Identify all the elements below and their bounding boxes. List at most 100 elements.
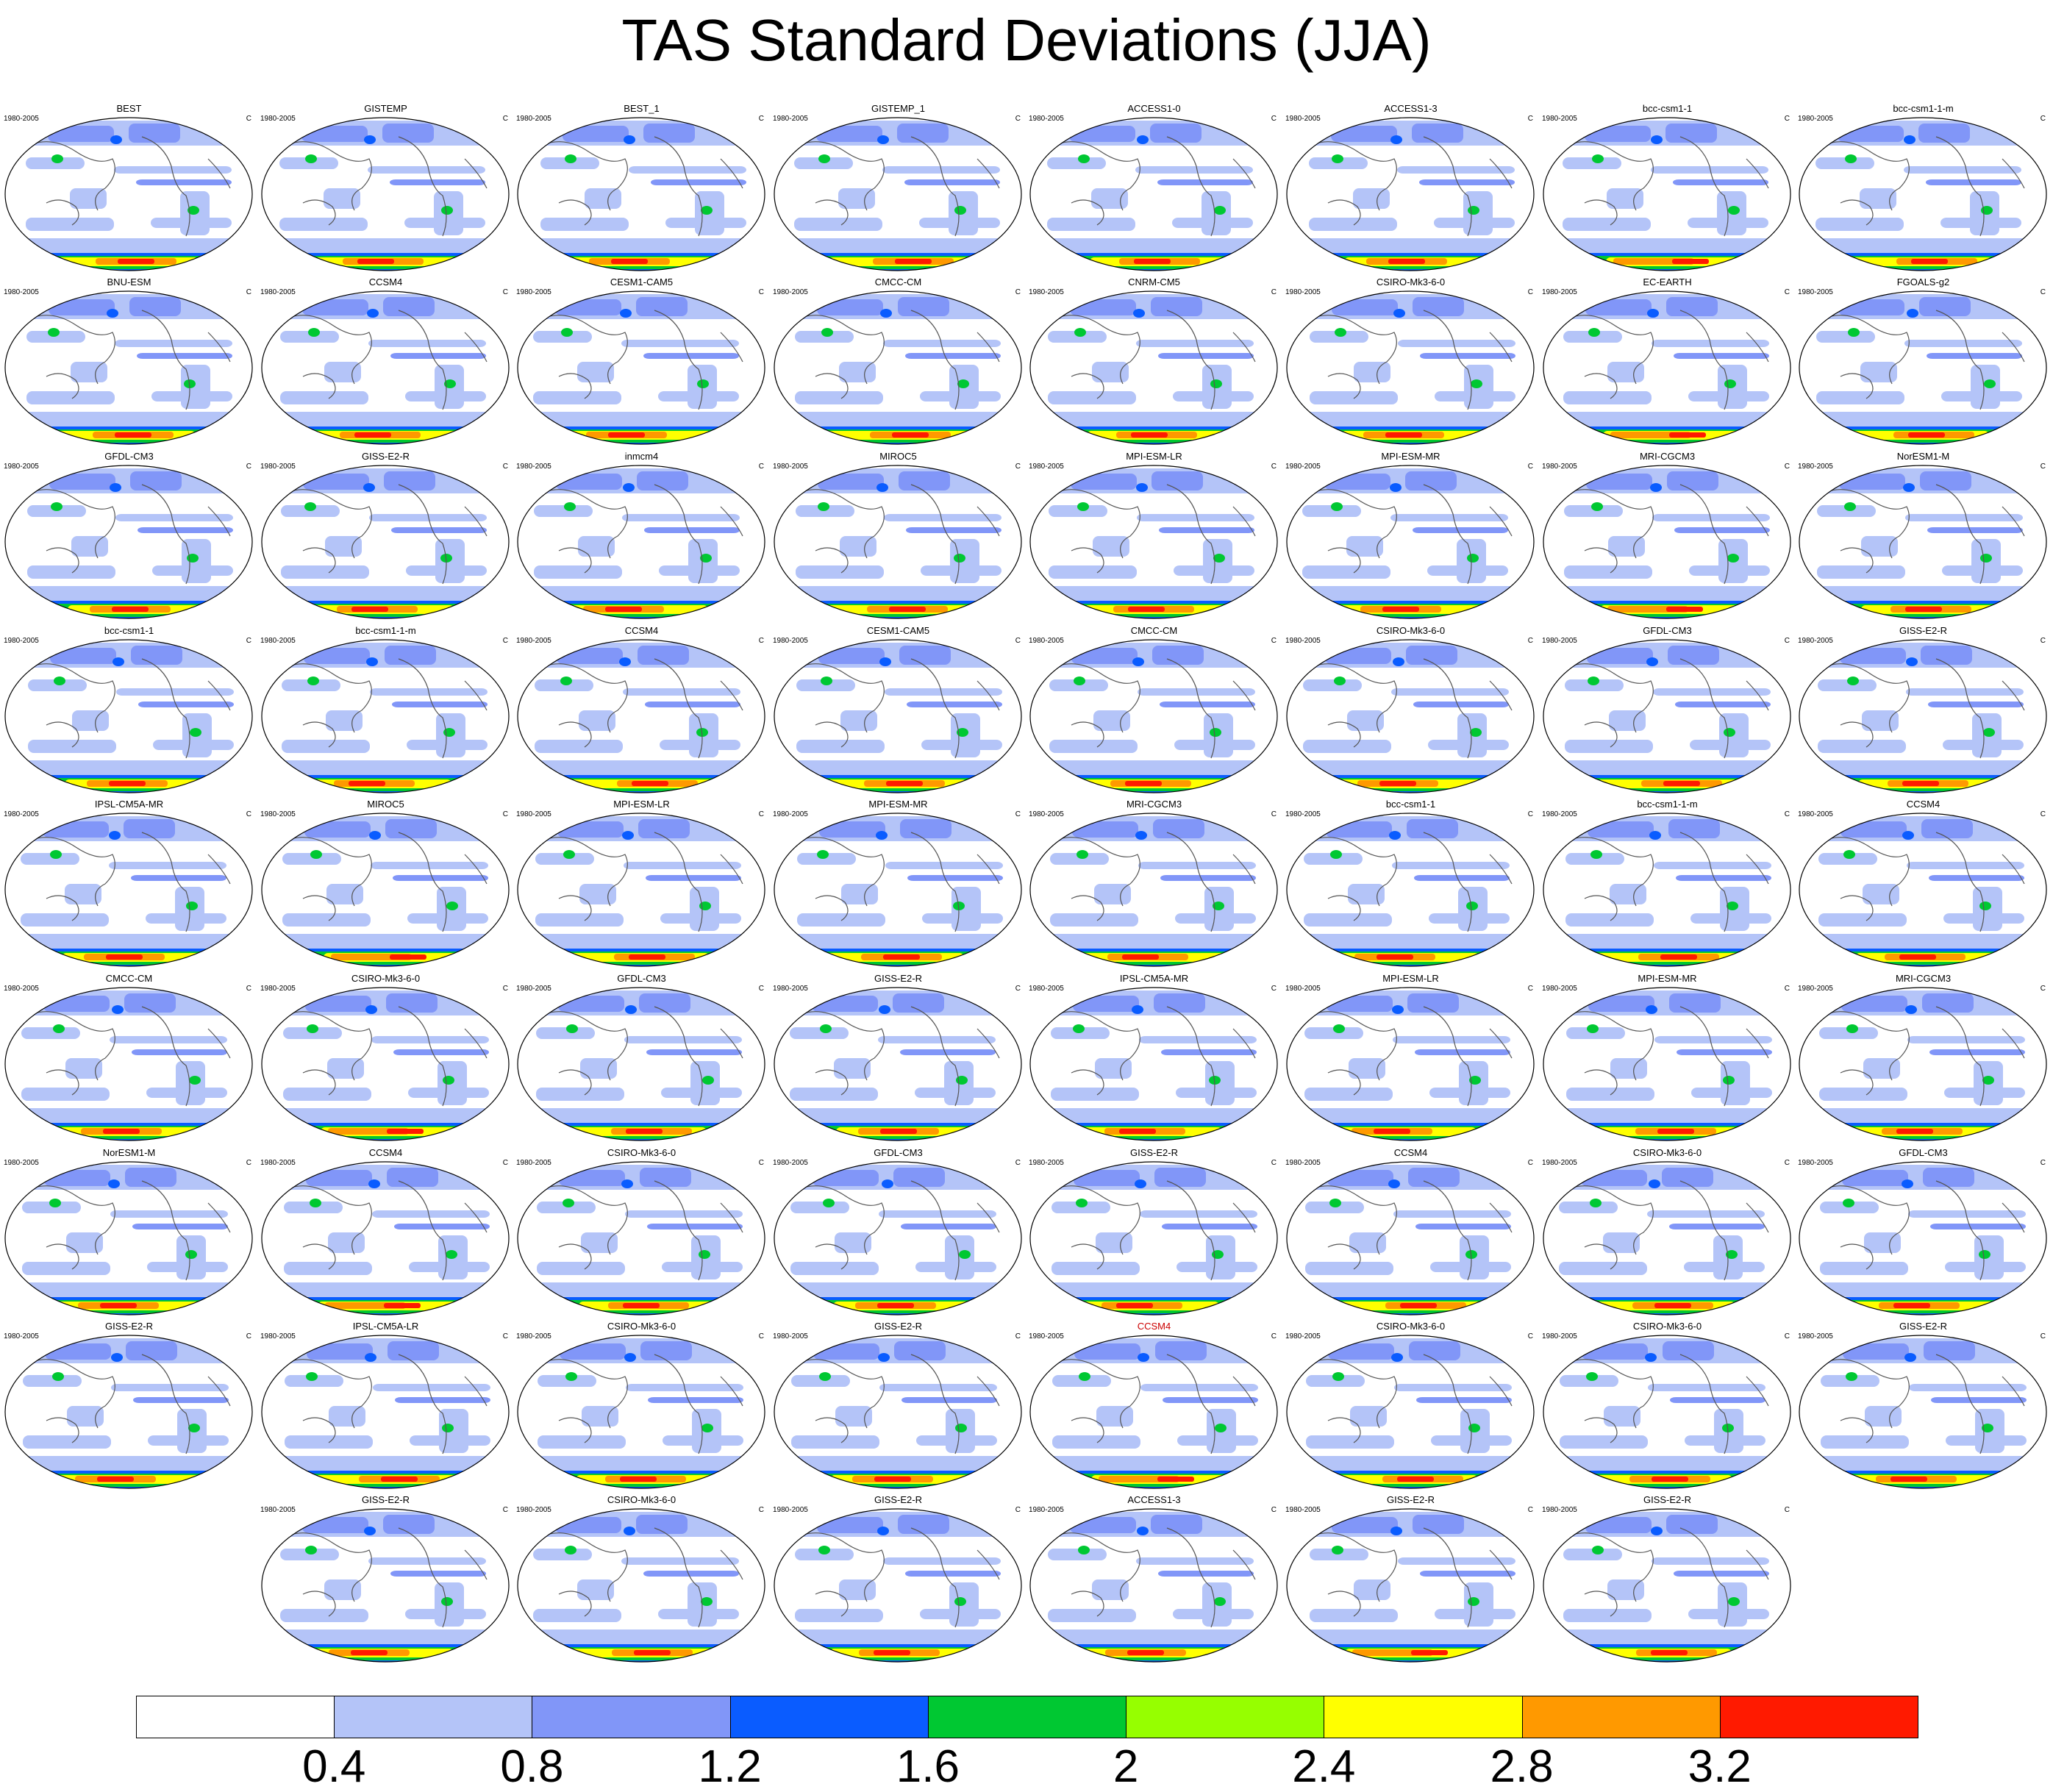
map-hotspot: [1845, 154, 1857, 163]
panel-units: C: [1784, 637, 1790, 645]
map-hotspot: [1074, 677, 1085, 685]
map-contour-patch: [1946, 1435, 2027, 1446]
map-contour-patch: [1304, 1027, 1363, 1039]
map-contour-patch: [530, 1456, 758, 1471]
panel-title: CCSM4: [1906, 799, 1940, 810]
panel-title: bcc-csm1-1-m: [355, 625, 416, 636]
map-hotspot: [307, 677, 319, 685]
panel-units: C: [1015, 1506, 1021, 1514]
map-contour-patch: [559, 1170, 625, 1186]
map-contour-patch: [540, 218, 629, 231]
map-contour-patch: [307, 1343, 373, 1360]
map-contour-patch: [1310, 1609, 1398, 1622]
map-contour-patch: [1927, 353, 2022, 359]
map-svg: [1543, 117, 1791, 271]
coastline: [31, 832, 231, 932]
map-contour-patch: [1919, 297, 1971, 316]
panel-units: C: [2040, 463, 2046, 471]
map-svg: [1029, 1335, 1278, 1489]
map-outline: [1543, 639, 1791, 793]
panel-title: CCSM4: [368, 276, 403, 288]
panel-units: C: [502, 115, 508, 123]
map-contour-patch: [13, 934, 241, 949]
map-hotspot: [1390, 1527, 1402, 1535]
map-contour-patch: [387, 1168, 438, 1187]
map-contour-patch: [624, 1036, 742, 1043]
panel-title: GISS-E2-R: [1643, 1494, 1691, 1505]
map-hotspot: [821, 677, 832, 685]
map-panel: GISS-E2-R 1980-2005 C: [1540, 1494, 1794, 1665]
map-hotspot: [186, 902, 198, 910]
map-panel: GFDL-CM3 1980-2005 C: [1796, 1147, 2050, 1318]
panel-period: 1980-2005: [1285, 1159, 1321, 1167]
map-contour-patch: [1673, 179, 1768, 185]
map-contour-patch: [1304, 913, 1392, 927]
coastline: [543, 136, 743, 237]
map-hotspot: [1467, 554, 1479, 563]
colorbar-tick-label: 0.4: [302, 1741, 366, 1792]
panel-units: C: [1015, 288, 1021, 296]
panel-title: MPI-ESM-LR: [1382, 973, 1439, 984]
map-panel: BEST 1980-2005 C: [2, 103, 256, 274]
map-hotspot: [1332, 1546, 1343, 1554]
map-contour-patch: [528, 934, 756, 949]
panel-title: NorESM1-M: [1896, 451, 1950, 462]
coastline: [31, 658, 231, 759]
panel-title: MPI-ESM-LR: [613, 799, 670, 810]
panel-units: C: [502, 1506, 508, 1514]
map-contour-patch: [1096, 1406, 1133, 1427]
panel-title: GISS-E2-R: [1129, 1147, 1178, 1158]
map-contour-patch: [1413, 527, 1508, 533]
map-hotspot: [1330, 850, 1342, 859]
map-hotspot: [51, 502, 63, 511]
map-contour-patch: [1463, 191, 1493, 235]
map-svg: [1543, 1335, 1791, 1489]
panel-units: C: [2040, 1332, 2046, 1341]
map-contour-patch: [796, 505, 854, 517]
map-svg: [1029, 813, 1278, 967]
map-hotspot: [876, 831, 888, 840]
map-contour-patch: [1607, 362, 1644, 382]
map-contour-patch: [284, 1202, 343, 1213]
map-contour-patch: [22, 1262, 110, 1275]
map-contour-patch: [817, 1517, 883, 1533]
map-hotspot: [1727, 554, 1739, 563]
map-contour-patch: [274, 586, 501, 601]
map-panel: bcc-csm1-1 1980-2005 C: [1284, 799, 1538, 969]
map-panel: MPI-ESM-MR 1980-2005 C: [1284, 451, 1538, 621]
map-hotspot: [701, 206, 713, 215]
map-contour-patch: [1138, 688, 1255, 696]
map-contour-patch: [839, 362, 876, 382]
map-contour-patch: [67, 1406, 104, 1427]
coastline: [1825, 136, 2025, 237]
map-hotspot: [1904, 135, 1915, 144]
panel-title: CCSM4: [624, 625, 659, 636]
map-contour-patch: [280, 331, 339, 343]
map-contour-patch: [407, 740, 488, 750]
map-hotspot: [955, 1424, 967, 1432]
map-contour-patch: [50, 648, 116, 664]
map-hotspot: [954, 554, 965, 563]
map-contour-patch: [114, 166, 232, 174]
map-hotspot: [1979, 1250, 1990, 1259]
map-hotspot: [306, 1372, 318, 1381]
map-contour-patch: [1408, 1168, 1460, 1187]
panel-units: C: [758, 115, 764, 123]
map-contour-patch: [1818, 913, 1907, 927]
map-outline: [1286, 290, 1535, 445]
map-contour-patch: [1908, 1210, 2026, 1218]
map-contour-patch: [1817, 565, 1905, 579]
coastline: [1825, 1006, 2025, 1107]
coastline: [1313, 832, 1513, 932]
map-hotspot: [1646, 657, 1658, 666]
map-hotspot: [1390, 135, 1402, 144]
map-contour-patch: [1565, 679, 1624, 691]
map-outline: [774, 639, 1022, 793]
map-svg: [517, 987, 765, 1141]
map-contour-patch: [1151, 1515, 1202, 1534]
map-contour-patch: [1563, 157, 1621, 169]
map-panel: MPI-ESM-LR 1980-2005 C: [515, 799, 768, 969]
map-hotspot: [51, 154, 63, 163]
map-outline: [4, 813, 253, 967]
panel-period: 1980-2005: [1542, 288, 1577, 296]
